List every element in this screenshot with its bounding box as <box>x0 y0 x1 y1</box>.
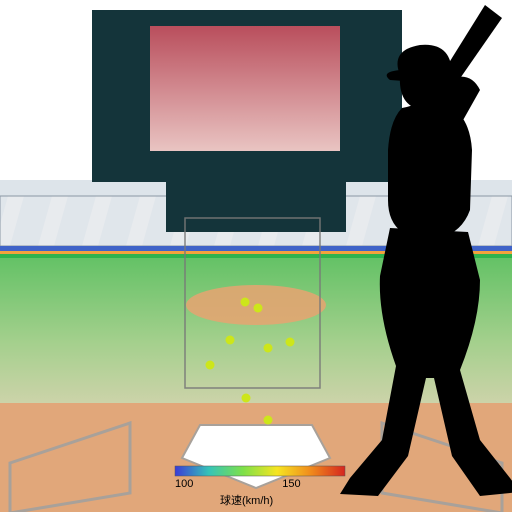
legend-label: 球速(km/h) <box>220 492 273 508</box>
legend-ticks: 100 150 <box>175 478 345 490</box>
legend-tick: 150 <box>282 478 300 490</box>
legend-tick: 100 <box>175 478 193 490</box>
pitch-location-chart <box>0 0 512 512</box>
